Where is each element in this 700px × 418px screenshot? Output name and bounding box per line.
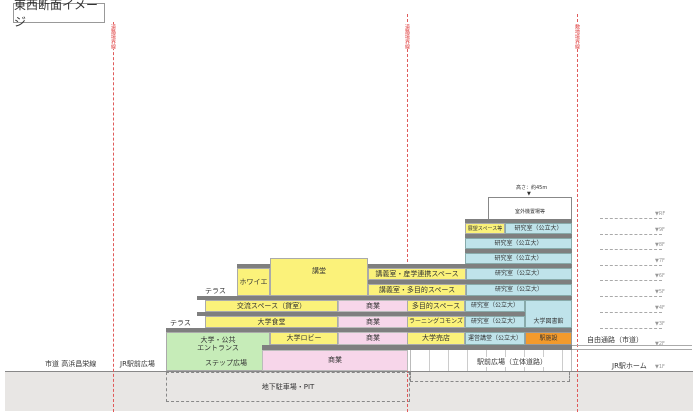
free-passage-deck bbox=[572, 345, 692, 350]
commercial-1f: 商業 bbox=[262, 350, 408, 371]
station-plaza-label: 駅前広場（立体道路） bbox=[475, 357, 549, 367]
underground-parking: 地下駐車場・PIT bbox=[166, 372, 410, 402]
level-label: ▼3F bbox=[655, 321, 665, 327]
level-line bbox=[600, 312, 662, 313]
slab bbox=[262, 345, 410, 350]
lecture-industry-space: 講義室・産学連携スペース bbox=[368, 268, 466, 280]
level-line bbox=[600, 249, 662, 250]
exchange-space: 交流スペース（貸室） bbox=[205, 300, 338, 312]
level-line bbox=[600, 234, 662, 235]
lab-9f: 研究室（公立大） bbox=[505, 223, 572, 234]
level-label: ▼1F bbox=[655, 364, 665, 370]
university-shop: 大学売店 bbox=[407, 332, 465, 345]
slab bbox=[465, 219, 572, 223]
terrace-label: テラス bbox=[205, 287, 226, 295]
cafeteria: 大学食堂 bbox=[205, 316, 338, 328]
level-line bbox=[600, 296, 662, 297]
site-boundary-line-east bbox=[577, 14, 578, 412]
auditorium: 講堂 bbox=[270, 258, 368, 296]
level-line bbox=[600, 328, 662, 329]
underground-east bbox=[410, 372, 570, 382]
commercial-4f: 商業 bbox=[338, 300, 408, 312]
lab-6f: 研究室（公立大） bbox=[466, 268, 572, 280]
height-marker-icon: ▼ bbox=[527, 191, 531, 197]
library: 大学図書館 bbox=[525, 300, 572, 328]
multipurpose-space: 多目的スペース bbox=[407, 300, 465, 312]
slab bbox=[166, 328, 410, 332]
learning-commons: ラーニングコモンズ bbox=[407, 316, 465, 328]
level-line bbox=[600, 280, 662, 281]
jr-platform-label: JR駅ホーム bbox=[612, 362, 647, 370]
slab bbox=[465, 234, 572, 238]
jr-plaza-label: JR駅前広場 bbox=[120, 360, 155, 368]
slab bbox=[237, 264, 270, 268]
commercial-3f: 商業 bbox=[338, 316, 408, 328]
level-line bbox=[600, 218, 662, 219]
slab bbox=[407, 296, 572, 300]
observation-space: 展望スペース等 bbox=[465, 223, 505, 234]
level-label: ▼8F bbox=[655, 242, 665, 248]
slab bbox=[407, 312, 525, 316]
slab bbox=[466, 280, 572, 284]
level-label: ▼2F bbox=[655, 341, 665, 347]
terrace-label: テラス bbox=[170, 319, 191, 327]
title-box: 東西断面イメージ bbox=[13, 0, 105, 29]
level-label: ▼5F bbox=[655, 289, 665, 295]
left-road-label: 市道 高浜昌栄線 bbox=[45, 360, 97, 368]
slab bbox=[466, 264, 572, 268]
lab-8f: 研究室（公立大） bbox=[465, 238, 572, 249]
slab bbox=[197, 296, 410, 300]
slab bbox=[407, 328, 572, 332]
level-label: ▼6F bbox=[655, 273, 665, 279]
slab bbox=[368, 264, 468, 268]
level-label: ▼7F bbox=[655, 258, 665, 264]
boundary-label: 道路境界線 bbox=[404, 24, 411, 49]
level-label: ▼4F bbox=[655, 305, 665, 311]
ground bbox=[5, 371, 693, 411]
lab-7f: 研究室（公立大） bbox=[465, 253, 572, 264]
entrance-area: 大学・公共 エントランス bbox=[166, 332, 270, 371]
commercial-2f: 商業 bbox=[338, 332, 408, 345]
road-boundary-line-center bbox=[407, 14, 408, 412]
road-boundary-line-west bbox=[113, 22, 114, 412]
level-line bbox=[600, 265, 662, 266]
boundary-label: 道路境界線 bbox=[110, 24, 117, 49]
lab-3f: 研究室（公立大） bbox=[465, 316, 525, 328]
foyer: ホワイエ bbox=[237, 268, 270, 296]
boundary-label: 敷地境界線 bbox=[574, 24, 581, 49]
rooftop-equipment: 室外機置場等 bbox=[488, 197, 572, 219]
university-lobby: 大学ロビー bbox=[270, 332, 338, 345]
slab bbox=[368, 280, 468, 284]
level-label: ▼9F bbox=[655, 227, 665, 233]
level-label: ▼RF bbox=[655, 211, 666, 217]
step-plaza-label: ステップ広場 bbox=[205, 359, 247, 367]
station-facility: 駅施設 bbox=[525, 332, 572, 345]
height-note: 高さ：約45m bbox=[516, 185, 548, 191]
slab bbox=[197, 312, 410, 316]
slab bbox=[407, 345, 572, 350]
admin-hall: 運営講堂（公立大） bbox=[465, 332, 525, 345]
slab bbox=[465, 249, 572, 253]
lab-4f: 研究室（公立大） bbox=[465, 300, 525, 312]
lab-5f: 研究室（公立大） bbox=[466, 284, 572, 296]
free-passage-label: 自由通路（市道） bbox=[587, 336, 643, 344]
lecture-multi-space: 講義室・多目的スペース bbox=[368, 284, 466, 296]
